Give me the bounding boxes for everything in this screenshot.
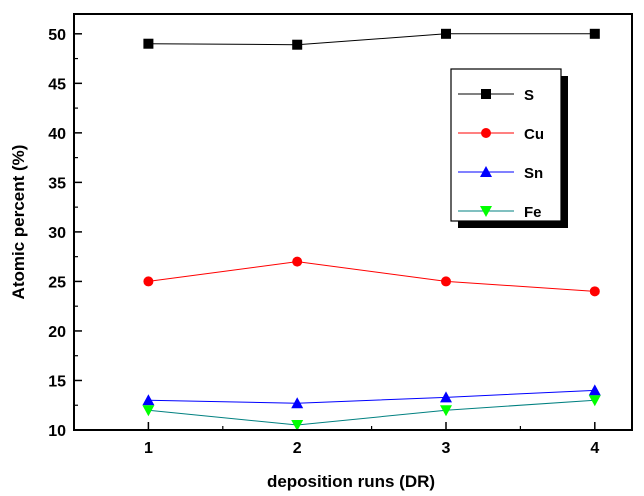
y-tick-label: 45 (48, 76, 66, 93)
y-tick-label: 25 (48, 274, 66, 291)
series-sn-point (291, 397, 304, 409)
series-sn (142, 384, 601, 409)
series-fe (142, 395, 601, 432)
legend-fe-label: Fe (524, 204, 542, 221)
series-fe-point (588, 395, 601, 407)
y-tick-label: 30 (48, 225, 66, 242)
series-s-point (143, 38, 154, 49)
legend-sn-marker (480, 166, 492, 177)
plot-frame (73, 13, 633, 431)
legend-item-fe: Fe (458, 204, 542, 221)
y-tick-label: 20 (48, 324, 66, 341)
series-s (143, 28, 600, 50)
series-cu-line (148, 261, 595, 292)
series-s-line (148, 33, 595, 46)
y-tick-label: 35 (48, 175, 66, 192)
legend: S Cu Sn Fe (450, 68, 568, 228)
legend-box (450, 68, 562, 222)
y-tick-label: 15 (48, 373, 66, 390)
series-sn-line (148, 389, 595, 404)
legend-item-s: S (458, 87, 534, 104)
x-tick-label: 4 (590, 440, 599, 457)
y-axis-title: Atomic percent (%) (9, 145, 28, 300)
series-cu-point (292, 256, 303, 267)
y-tick-label: 10 (48, 423, 66, 440)
y-tick-label: 50 (48, 27, 66, 44)
series-cu-point (589, 286, 600, 297)
series-sn-point (440, 391, 452, 403)
legend-sn-label: Sn (524, 165, 543, 182)
series-fe-point (440, 405, 452, 417)
legend-cu-label: Cu (524, 126, 544, 143)
x-axis-title: deposition runs (DR) (267, 472, 435, 491)
series-cu-point (143, 276, 154, 287)
series-fe-line (148, 399, 595, 426)
series-sn-point (142, 394, 155, 406)
x-tick-label: 2 (293, 440, 302, 457)
legend-item-cu: Cu (458, 126, 544, 143)
legend-fe-marker (480, 206, 492, 217)
y-axis-ticks: 10 15 20 25 30 35 40 45 50 (48, 27, 82, 440)
y-tick-label: 40 (48, 126, 66, 143)
legend-s-marker (481, 89, 491, 99)
x-tick-label: 3 (442, 440, 451, 457)
x-axis-ticks: 1 2 3 4 (144, 422, 599, 457)
series-s-point (441, 28, 451, 39)
series-cu (143, 256, 600, 297)
legend-s-label: S (524, 87, 534, 104)
legend-cu-marker (481, 128, 491, 138)
legend-item-sn: Sn (458, 165, 543, 182)
series-fe-point (142, 405, 155, 417)
series-fe-point (291, 420, 304, 432)
x-tick-label: 1 (144, 440, 153, 457)
series-s-point (292, 39, 303, 50)
series-s-point (589, 28, 600, 39)
series-layer (142, 28, 601, 432)
series-sn-point (588, 384, 601, 396)
series-cu-point (441, 276, 451, 287)
